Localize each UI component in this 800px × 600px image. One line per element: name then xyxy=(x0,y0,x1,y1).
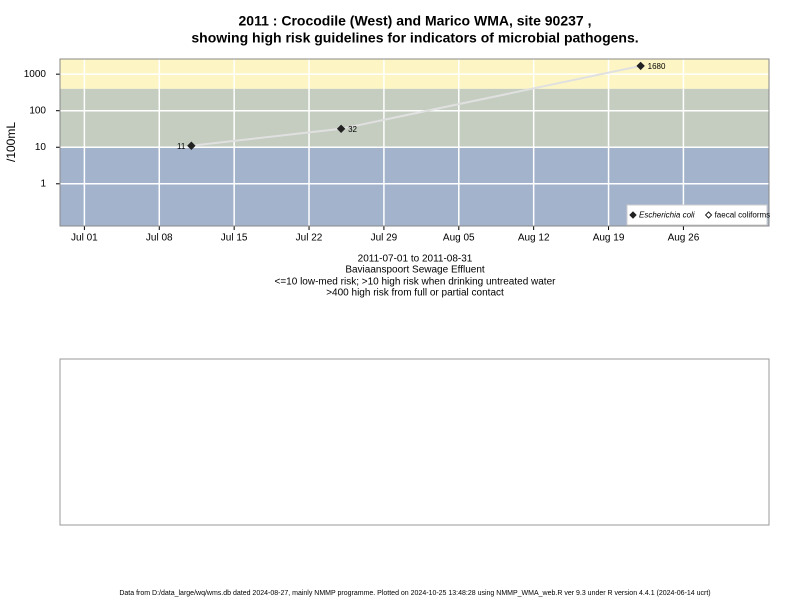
data-label: 11 xyxy=(177,142,186,151)
chart-title: 2011 : Crocodile (West) and Marico WMA, … xyxy=(239,13,592,29)
legend-box xyxy=(626,204,768,226)
risk-band xyxy=(60,88,769,148)
x-tick-label: Jul 22 xyxy=(296,233,323,244)
x-tick-label: Aug 05 xyxy=(443,233,475,244)
plot-area xyxy=(60,59,769,226)
y-tick-label: 10 xyxy=(35,142,47,153)
legend-marker xyxy=(629,211,637,219)
plot-frame xyxy=(59,58,770,227)
x-tick-label: Aug 19 xyxy=(593,233,625,244)
empty-panel xyxy=(59,358,770,526)
x-tick-label: Aug 12 xyxy=(518,233,550,244)
x-tick-label: Aug 26 xyxy=(668,233,700,244)
data-point xyxy=(636,61,645,71)
x-tick-label: Jul 15 xyxy=(221,233,248,244)
legend-label: Escherichia coli xyxy=(639,211,695,220)
y-tick-label: 100 xyxy=(29,105,46,116)
data-label: 1680 xyxy=(648,62,666,71)
y-tick-label: 1000 xyxy=(24,69,47,80)
data-point xyxy=(187,141,196,150)
subtitle: >400 high risk from full or partial cont… xyxy=(326,288,504,299)
legend-marker xyxy=(704,211,713,219)
data-point xyxy=(336,124,346,133)
y-axis-label: /100mL xyxy=(4,122,18,162)
y-tick-label: 1 xyxy=(40,178,46,189)
footer: Data from D:/data_large/wq/wms.db dated … xyxy=(119,590,710,597)
x-tick-label: Jul 08 xyxy=(146,233,173,244)
data-label: 32 xyxy=(348,125,357,134)
chart-title: showing high risk guidelines for indicat… xyxy=(191,30,638,46)
subtitle: Baviaanspoort Sewage Effluent xyxy=(345,265,485,276)
x-tick-label: Jul 29 xyxy=(371,233,398,244)
legend-label: faecal coliforms xyxy=(715,211,771,220)
subtitle: <=10 low-med risk; >10 high risk when dr… xyxy=(275,277,557,288)
subtitle: 2011-07-01 to 2011-08-31 xyxy=(358,254,473,265)
x-tick-label: Jul 01 xyxy=(71,233,98,244)
